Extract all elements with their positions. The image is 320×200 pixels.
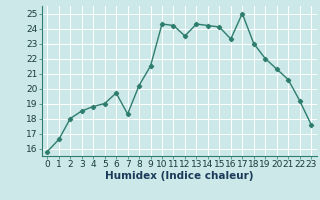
X-axis label: Humidex (Indice chaleur): Humidex (Indice chaleur) <box>105 171 253 181</box>
